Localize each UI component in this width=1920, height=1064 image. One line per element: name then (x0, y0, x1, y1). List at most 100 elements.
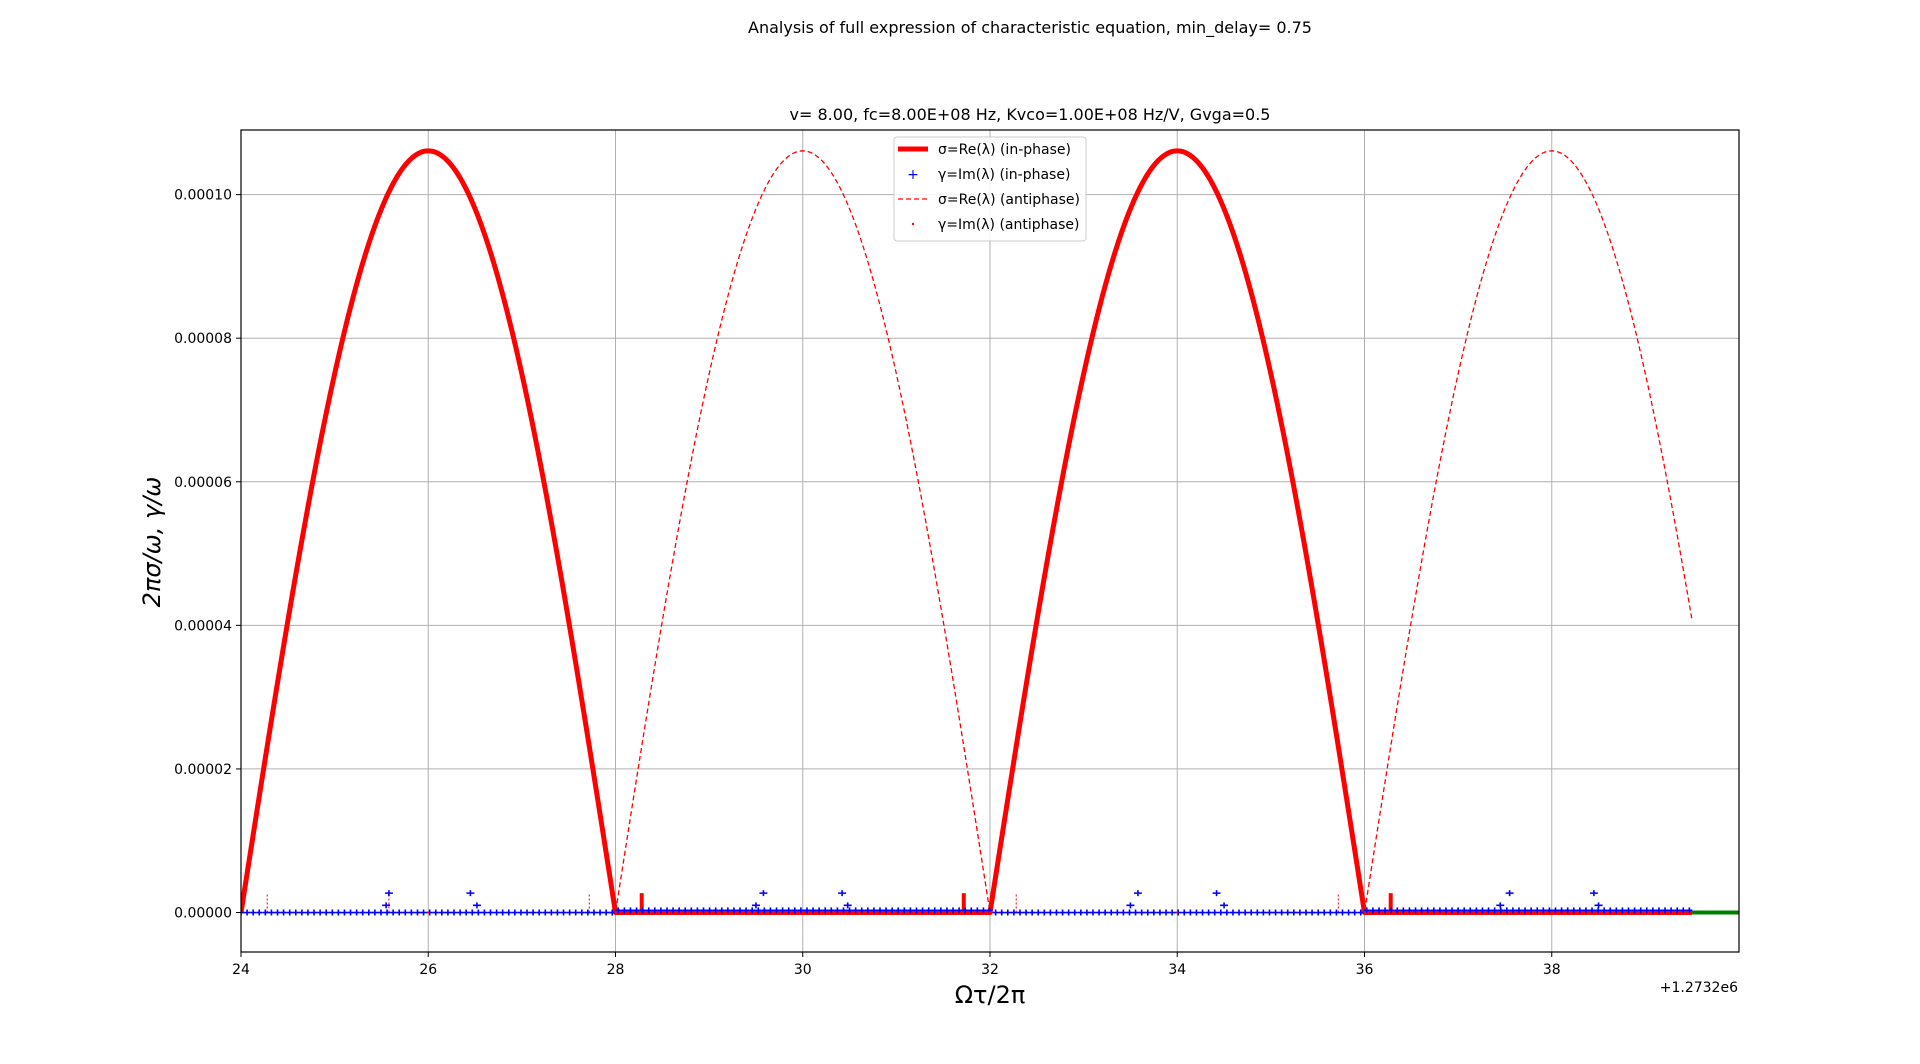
series-marker-in-phase-im (1442, 907, 1449, 914)
series-marker-in-phase-im (1662, 907, 1669, 914)
series-marker-in-phase-im (323, 909, 330, 916)
series-marker-in-phase-im (487, 909, 494, 916)
series-marker-in-phase-im (937, 907, 944, 914)
series-marker-in-phase-im (560, 909, 567, 916)
series-marker-in-phase-im (846, 907, 853, 914)
series-marker-antiphase-im (1363, 911, 1366, 914)
series-marker-in-phase-im (1564, 907, 1571, 914)
series-marker-in-phase-im (1089, 909, 1096, 916)
series-marker-in-phase-im (1229, 909, 1236, 916)
series-marker-in-phase-im (974, 907, 981, 914)
series-marker-in-phase-im (1248, 909, 1255, 916)
series-marker-in-phase-im (1589, 890, 1598, 897)
series-marker-in-phase-im (414, 909, 421, 916)
series-marker-in-phase-im (1302, 909, 1309, 916)
series-marker-in-phase-im (1552, 907, 1559, 914)
series-marker-in-phase-im (329, 909, 336, 916)
series-marker-in-phase-im (536, 909, 543, 916)
series-marker-in-phase-im (530, 909, 537, 916)
y-tick-label: 0.00004 (174, 618, 232, 634)
series-marker-antiphase-im (989, 911, 991, 914)
legend-box (893, 136, 1087, 242)
series-marker-in-phase-im (767, 907, 774, 914)
series-marker-in-phase-im (822, 907, 829, 914)
series-marker-in-phase-im (590, 909, 597, 916)
series-marker-in-phase-im (1029, 909, 1036, 916)
series-marker-in-phase-im (1668, 907, 1675, 914)
figure-suptitle: Analysis of full expression of character… (748, 18, 1312, 38)
series-marker-in-phase-im (1102, 909, 1109, 916)
series-marker-in-phase-im (1601, 907, 1608, 914)
series-marker-in-phase-im (1412, 907, 1419, 914)
series-marker-in-phase-im (1345, 909, 1352, 916)
series-marker-in-phase-im (1114, 909, 1121, 916)
x-tick-label: 38 (1543, 962, 1561, 978)
series-marker-in-phase-im (1515, 907, 1522, 914)
legend-swatch-in-phase-im: + (907, 167, 919, 183)
series-marker-in-phase-im (1479, 907, 1486, 914)
series-marker-in-phase-im (1156, 909, 1163, 916)
series-marker-in-phase-im (1382, 907, 1389, 914)
series-marker-in-phase-im (542, 909, 549, 916)
series-marker-in-phase-im (1181, 909, 1188, 916)
series-marker-in-phase-im (828, 907, 835, 914)
series-marker-in-phase-im (962, 907, 969, 914)
series-marker-in-phase-im (1589, 907, 1596, 914)
series-marker-in-phase-im (1582, 907, 1589, 914)
series-marker-in-phase-im (1595, 907, 1602, 914)
series-marker-in-phase-im (1619, 907, 1626, 914)
series-marker-in-phase-im (1406, 907, 1413, 914)
series-marker-in-phase-im (1284, 909, 1291, 916)
series-marker-antiphase-im (801, 911, 804, 914)
series-marker-in-phase-im (688, 907, 695, 914)
series-marker-in-phase-im (1108, 909, 1115, 916)
series-marker-in-phase-im (1126, 909, 1133, 916)
series-marker-in-phase-im (241, 909, 244, 916)
series-marker-in-phase-im (852, 907, 859, 914)
series-marker-in-phase-im (353, 909, 360, 916)
x-axis-label: Ωτ/2π (955, 981, 1026, 1009)
series-marker-in-phase-im (347, 909, 354, 916)
series-marker-in-phase-im (1315, 909, 1322, 916)
series-marker-in-phase-im (1505, 890, 1514, 897)
series-marker-in-phase-im (797, 907, 804, 914)
series-marker-in-phase-im (481, 909, 488, 916)
series-marker-in-phase-im (292, 909, 299, 916)
series-marker-in-phase-im (396, 909, 403, 916)
series-marker-in-phase-im (1461, 907, 1468, 914)
y-tick-label: 0.00006 (174, 475, 232, 491)
legend-label-antiphase-im: γ=Im(λ) (antiphase) (938, 217, 1079, 233)
series-marker-in-phase-im (597, 909, 604, 916)
series-marker-in-phase-im (998, 909, 1005, 916)
series-marker-in-phase-im (572, 909, 579, 916)
series-marker-in-phase-im (499, 909, 506, 916)
series-marker-in-phase-im (956, 907, 963, 914)
series-marker-in-phase-im (1418, 907, 1425, 914)
x-tick-label: 28 (607, 962, 625, 978)
series-marker-in-phase-im (1528, 907, 1535, 914)
series-marker-in-phase-im (554, 909, 561, 916)
legend-label-in-phase-re: σ=Re(λ) (in-phase) (938, 142, 1071, 158)
series-marker-in-phase-im (408, 909, 415, 916)
series-marker-in-phase-im (609, 909, 616, 916)
series-marker-in-phase-im (1254, 909, 1261, 916)
series-marker-in-phase-im (670, 907, 677, 914)
series-marker-in-phase-im (359, 909, 366, 916)
series-marker-in-phase-im (1637, 907, 1644, 914)
series-marker-in-phase-im (1321, 909, 1328, 916)
series-marker-in-phase-im (950, 907, 957, 914)
series-marker-in-phase-im (1223, 909, 1230, 916)
series-marker-in-phase-im (384, 890, 393, 897)
series-marker-in-phase-im (566, 909, 573, 916)
series-marker-in-phase-im (858, 907, 865, 914)
series-marker-in-phase-im (1236, 909, 1243, 916)
series-marker-in-phase-im (286, 909, 293, 916)
series-marker-in-phase-im (1631, 907, 1638, 914)
series-marker-in-phase-im (1540, 907, 1547, 914)
series-marker-in-phase-im (913, 907, 920, 914)
y-tick-label: 0.00002 (174, 762, 232, 778)
series-marker-in-phase-im (1607, 907, 1614, 914)
series-marker-in-phase-im (450, 909, 457, 916)
series-marker-in-phase-im (718, 907, 725, 914)
